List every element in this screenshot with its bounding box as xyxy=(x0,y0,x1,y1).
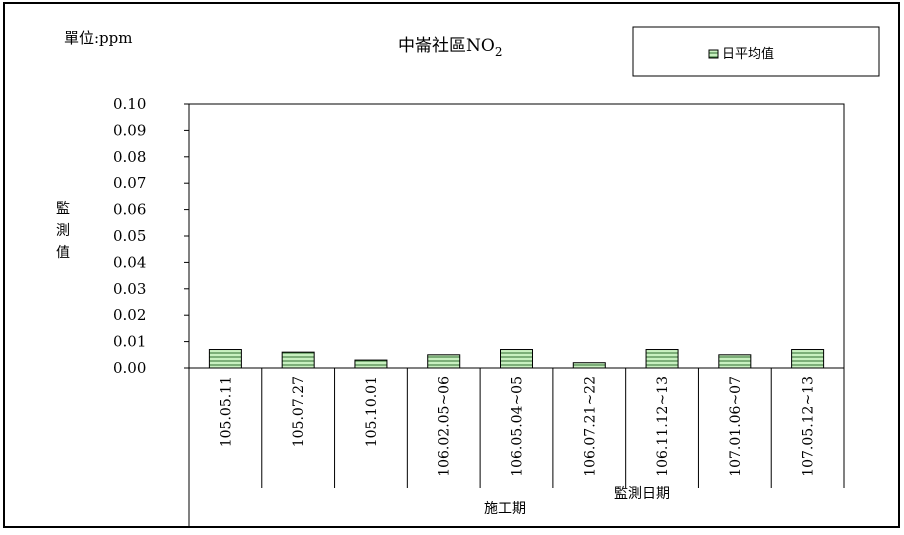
x-tick-label: 106.07.21~22 xyxy=(582,376,598,477)
period-label: 施工期 xyxy=(484,501,526,517)
x-axis-title: 監測日期 xyxy=(614,485,670,502)
x-tick-label: 105.05.11 xyxy=(218,376,234,447)
y-axis-title: 監 測 值 xyxy=(56,200,70,261)
y-tick-label: 0.03 xyxy=(113,280,146,298)
x-tick-label: 107.01.06~07 xyxy=(728,376,744,477)
y-tick-label: 0.02 xyxy=(113,306,146,324)
legend-label: 日平均值 xyxy=(722,46,774,62)
bar xyxy=(281,351,315,369)
y-tick-label: 0.06 xyxy=(113,201,146,219)
y-axis-title-char: 值 xyxy=(56,245,70,261)
bar xyxy=(718,354,752,369)
y-tick-label: 0.10 xyxy=(113,95,146,113)
category-table xyxy=(188,368,845,527)
y-axis-title-char: 監 xyxy=(56,200,70,217)
legend-swatch xyxy=(708,49,719,59)
bar xyxy=(427,354,461,369)
y-tick-label: 0.00 xyxy=(113,359,146,377)
y-tick-label: 0.07 xyxy=(113,174,146,192)
x-tick-label: 106.02.05~06 xyxy=(437,376,453,477)
bar-series xyxy=(208,349,825,369)
bar xyxy=(208,349,242,369)
legend-box xyxy=(632,26,880,77)
y-tick-label: 0.01 xyxy=(113,333,146,351)
bar xyxy=(645,349,679,369)
outer-border xyxy=(3,2,900,528)
y-tick-label: 0.09 xyxy=(113,121,146,139)
unit-label: 單位:ppm xyxy=(64,29,132,47)
x-tick-label: 107.05.12~13 xyxy=(801,376,817,477)
bar xyxy=(354,359,388,369)
x-tick-label: 105.10.01 xyxy=(364,376,380,447)
plot-area xyxy=(188,103,845,369)
bar xyxy=(791,349,825,369)
y-tick-label: 0.05 xyxy=(113,227,146,245)
legend: 日平均值 xyxy=(632,26,880,77)
x-tick-label: 106.05.04~05 xyxy=(510,376,526,477)
bar xyxy=(572,362,606,369)
y-tick-label: 0.08 xyxy=(113,148,146,166)
y-axis: 0.00 0.01 0.02 0.03 0.04 0.05 0.06 0.07 0.08 0.09… xyxy=(113,95,189,377)
chart-title: 中崙社區NO2 xyxy=(398,36,502,59)
bar xyxy=(500,349,533,369)
x-tick-label: 106.11.12~13 xyxy=(655,376,671,477)
y-tick-label: 0.04 xyxy=(113,253,146,271)
x-tick-label: 105.07.27 xyxy=(291,376,307,447)
y-axis-title-char: 測 xyxy=(56,223,70,239)
x-axis-labels: 105.05.11 105.07.27 105.10.01 106.02.05~06 1… xyxy=(218,376,816,477)
